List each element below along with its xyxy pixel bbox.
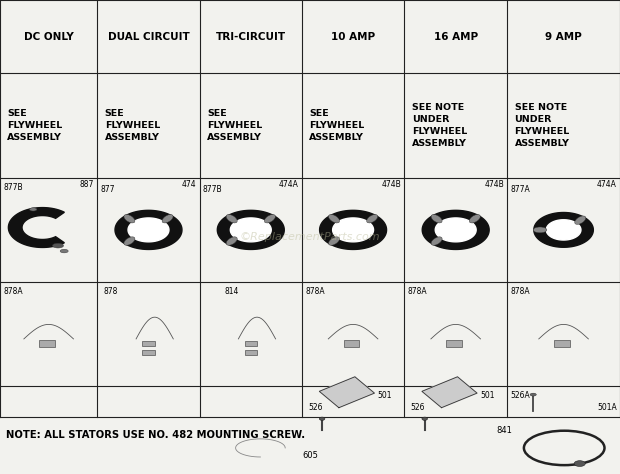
Ellipse shape <box>422 417 428 420</box>
Ellipse shape <box>469 215 481 223</box>
Text: 501: 501 <box>480 391 495 400</box>
Text: 878A: 878A <box>3 287 23 296</box>
Text: 877B: 877B <box>3 183 23 192</box>
Text: SEE
FLYWHEEL
ASSEMBLY: SEE FLYWHEEL ASSEMBLY <box>105 109 160 142</box>
Ellipse shape <box>226 237 237 245</box>
Text: 526: 526 <box>308 403 322 412</box>
Text: 605: 605 <box>302 452 318 460</box>
Bar <box>244 350 257 355</box>
Ellipse shape <box>431 215 442 223</box>
Ellipse shape <box>366 215 378 223</box>
Text: 9 AMP: 9 AMP <box>545 32 582 42</box>
Text: 878A: 878A <box>510 287 530 296</box>
Bar <box>244 341 257 346</box>
Ellipse shape <box>264 215 275 223</box>
Text: 814: 814 <box>224 287 239 296</box>
Text: 474B: 474B <box>381 180 401 189</box>
Ellipse shape <box>52 243 64 248</box>
Text: 501A: 501A <box>597 403 617 412</box>
Bar <box>343 340 360 347</box>
Bar <box>142 350 155 355</box>
Text: ©ReplacementParts.com: ©ReplacementParts.com <box>240 232 380 242</box>
Text: 474B: 474B <box>484 180 504 189</box>
Ellipse shape <box>226 215 237 223</box>
Polygon shape <box>534 212 593 247</box>
Text: SEE NOTE
UNDER
FLYWHEEL
ASSEMBLY: SEE NOTE UNDER FLYWHEEL ASSEMBLY <box>515 103 570 148</box>
Text: 877B: 877B <box>203 185 223 194</box>
Ellipse shape <box>533 227 547 233</box>
Ellipse shape <box>124 215 135 223</box>
Text: TRI-CIRCUIT: TRI-CIRCUIT <box>216 32 286 42</box>
Polygon shape <box>218 210 284 249</box>
Text: 16 AMP: 16 AMP <box>433 32 478 42</box>
Text: DC ONLY: DC ONLY <box>24 32 74 42</box>
Ellipse shape <box>329 215 340 223</box>
Text: NOTE: ALL STATORS USE NO. 482 MOUNTING SCREW.: NOTE: ALL STATORS USE NO. 482 MOUNTING S… <box>6 430 305 440</box>
Polygon shape <box>422 210 489 249</box>
Text: 841: 841 <box>496 426 512 435</box>
Text: 474: 474 <box>182 180 197 189</box>
Ellipse shape <box>575 216 586 224</box>
Text: 877A: 877A <box>510 185 530 194</box>
Text: 878A: 878A <box>407 287 427 296</box>
Text: 878A: 878A <box>305 287 325 296</box>
Ellipse shape <box>319 417 325 420</box>
Text: 526: 526 <box>410 403 425 412</box>
Polygon shape <box>320 210 387 249</box>
Ellipse shape <box>530 393 536 396</box>
Ellipse shape <box>574 461 585 466</box>
Polygon shape <box>128 218 169 242</box>
Polygon shape <box>435 218 476 242</box>
Text: 877: 877 <box>100 185 115 194</box>
Text: SEE
FLYWHEEL
ASSEMBLY: SEE FLYWHEEL ASSEMBLY <box>7 109 63 142</box>
Ellipse shape <box>124 237 135 245</box>
Text: 501: 501 <box>378 391 392 400</box>
Ellipse shape <box>60 249 68 253</box>
Polygon shape <box>319 377 374 408</box>
Polygon shape <box>422 377 477 408</box>
Text: SEE
FLYWHEEL
ASSEMBLY: SEE FLYWHEEL ASSEMBLY <box>207 109 262 142</box>
Polygon shape <box>231 218 272 242</box>
Bar <box>446 340 462 347</box>
Text: 878: 878 <box>104 287 118 296</box>
Ellipse shape <box>162 215 173 223</box>
Ellipse shape <box>431 237 442 245</box>
Text: 887: 887 <box>80 180 94 189</box>
Bar <box>554 340 570 347</box>
Text: 474A: 474A <box>279 180 299 189</box>
Text: 10 AMP: 10 AMP <box>331 32 375 42</box>
Ellipse shape <box>329 237 340 245</box>
Bar <box>142 341 155 346</box>
Polygon shape <box>115 210 182 249</box>
Text: DUAL CIRCUIT: DUAL CIRCUIT <box>108 32 189 42</box>
Ellipse shape <box>532 434 596 462</box>
Polygon shape <box>333 218 373 242</box>
Text: SEE NOTE
UNDER
FLYWHEEL
ASSEMBLY: SEE NOTE UNDER FLYWHEEL ASSEMBLY <box>412 103 467 148</box>
Polygon shape <box>9 208 64 247</box>
Text: 526A: 526A <box>510 391 530 400</box>
Polygon shape <box>546 220 581 240</box>
Ellipse shape <box>30 208 37 211</box>
Bar <box>40 340 55 347</box>
Text: 474A: 474A <box>597 180 617 189</box>
Text: SEE
FLYWHEEL
ASSEMBLY: SEE FLYWHEEL ASSEMBLY <box>309 109 365 142</box>
